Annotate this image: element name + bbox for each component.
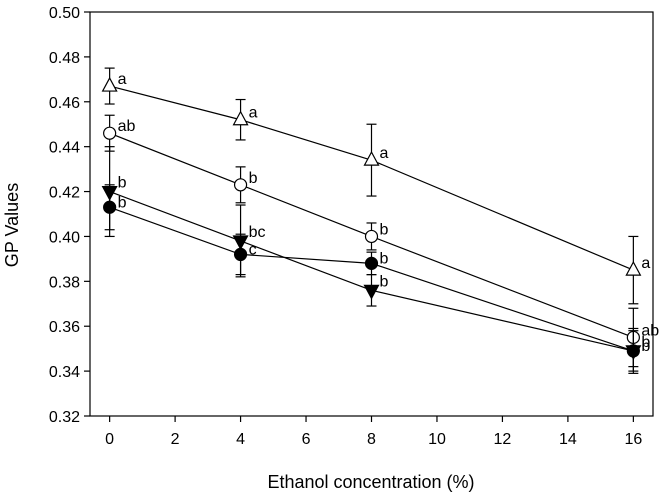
significance-label: b (118, 175, 127, 192)
x-tick-label: 10 (428, 431, 446, 448)
series-line (109, 206, 634, 352)
significance-label: b (380, 221, 389, 238)
data-point (363, 150, 380, 166)
plot-frame (89, 11, 654, 417)
y-tick-label: 0.50 (49, 5, 80, 22)
y-tick-label: 0.42 (49, 185, 80, 202)
significance-label: b (641, 338, 650, 355)
x-tick-label: 6 (302, 431, 311, 448)
x-tick-label: 16 (624, 431, 642, 448)
data-point (364, 229, 379, 244)
x-tick-label: 8 (367, 431, 376, 448)
x-axis-title: Ethanol concentration (%) (267, 472, 474, 492)
series-line (109, 85, 634, 271)
y-axis-title: GP Values (2, 183, 22, 267)
significance-label: ab (641, 322, 659, 339)
series-line (109, 132, 634, 339)
x-tick-label: 4 (236, 431, 245, 448)
significance-label: b (380, 250, 389, 267)
significance-label: b (641, 334, 650, 351)
data-point (625, 260, 642, 276)
y-tick-label: 0.32 (49, 409, 80, 426)
significance-label: a (118, 71, 127, 88)
data-point (626, 344, 640, 358)
x-tick-label: 2 (171, 431, 180, 448)
data-point (101, 76, 118, 92)
data-point (363, 284, 380, 300)
significance-label: b (118, 194, 127, 211)
y-tick-label: 0.44 (49, 140, 80, 157)
significance-label: b (249, 170, 258, 187)
significance-label: bc (249, 224, 266, 241)
data-point (233, 247, 248, 261)
significance-label: c (249, 241, 257, 258)
y-tick-label: 0.40 (49, 229, 80, 246)
significance-label: ab (118, 118, 136, 135)
series-open-triangle: a a a a (101, 67, 650, 305)
y-tick-label: 0.38 (49, 274, 80, 291)
significance-label: a (249, 105, 258, 122)
data-point (233, 178, 248, 192)
significance-label: b (380, 273, 389, 290)
x-tick-label: 14 (559, 431, 577, 448)
x-tick-label: 12 (494, 431, 512, 448)
y-tick-label: 0.46 (49, 95, 80, 112)
data-point (232, 110, 249, 126)
significance-label: a (641, 255, 650, 272)
y-tick-label: 0.48 (49, 50, 80, 67)
y-tick-label: 0.34 (49, 364, 80, 381)
data-point (103, 200, 117, 214)
y-tick-label: 0.36 (49, 319, 80, 336)
series-line (109, 190, 634, 352)
significance-label: a (380, 145, 389, 162)
data-point (103, 126, 117, 140)
x-tick-label: 0 (105, 431, 114, 448)
data-point (364, 256, 379, 270)
